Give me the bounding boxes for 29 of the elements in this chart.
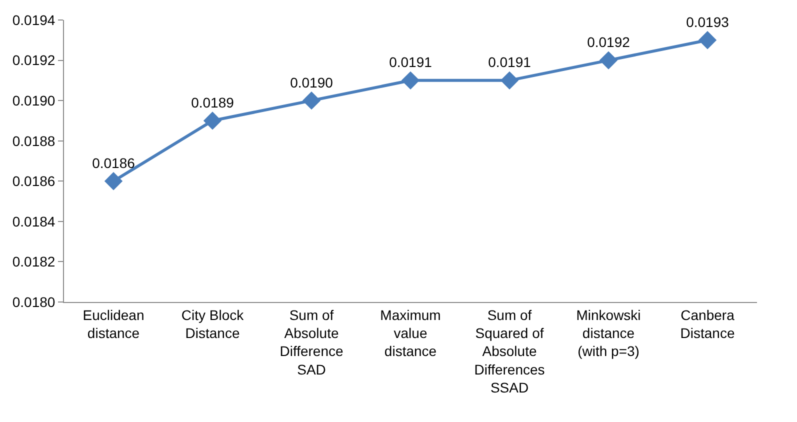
y-tick-label: 0.0186 [12,173,56,190]
point [401,71,420,90]
x-tick-label: Sum of Squared of Absolute Differences SSAD [474,306,545,396]
data-label: 0.0190 [290,74,334,90]
point [104,172,123,190]
x-tick-label: City Block Distance [181,306,245,341]
data-label: 0.0191 [488,54,532,70]
data-label: 0.0191 [389,54,432,70]
y-tick-label: 0.0190 [12,92,56,108]
y-tick-label: 0.0182 [12,254,56,270]
point [302,91,321,110]
x-tick-label: Maximum value distance [380,306,441,360]
x-tick-label: Sum of Absolute Difference SAD [280,306,344,378]
x-tick-label: Euclidean distance [82,306,144,341]
y-tick-label: 0.0180 [12,294,56,310]
y-tick-label: 0.0194 [12,12,56,28]
y-tick-label: 0.0188 [12,132,56,149]
y-tick-label: 0.0192 [12,52,56,68]
point [698,31,717,50]
point [500,71,519,90]
y-tick-label: 0.0184 [12,213,56,230]
x-tick-label: Minkowski distance (with p=3) [576,306,641,360]
data-label: 0.0193 [686,14,730,30]
point [599,51,618,70]
data-label: 0.0189 [191,94,234,110]
point [203,112,222,130]
data-label: 0.0186 [92,154,136,171]
data-label: 0.0192 [587,34,630,50]
x-tick-label: Canbera Distance [680,306,735,341]
